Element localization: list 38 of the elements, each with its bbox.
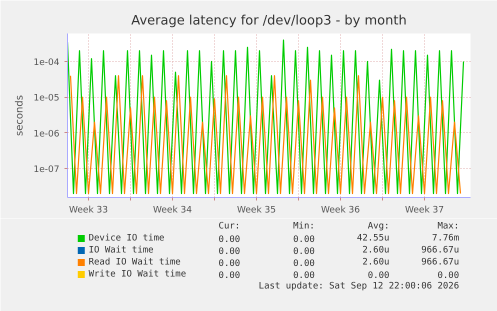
text: 42.55u	[356, 234, 390, 244]
x-tick-label: Week 35	[237, 206, 276, 216]
text: Avg:	[368, 222, 390, 232]
legend-label: Device IO time	[88, 234, 164, 244]
text: 0.00	[368, 271, 390, 281]
text: 0.00	[293, 259, 315, 269]
text: 0.00	[437, 271, 460, 281]
legend-label: Read IO Wait time	[88, 258, 181, 268]
y-axis-title: seconds	[14, 95, 26, 136]
text: Max:	[437, 222, 460, 232]
y-tick-label: 1e-07	[34, 165, 60, 176]
text: 0.00	[218, 247, 240, 257]
text: 0.00	[293, 235, 315, 245]
text: 0.00	[293, 247, 315, 257]
text: 0.00	[293, 271, 315, 281]
x-tick-label: Week 33	[69, 206, 108, 216]
chart-title: Average latency for /dev/loop3 - by month	[131, 14, 407, 28]
legend-label: Write IO Wait time	[88, 270, 186, 280]
text: 966.67u	[421, 246, 460, 256]
text: Cur:	[218, 222, 240, 232]
text: 0.00	[218, 259, 240, 269]
text: 0.00	[218, 271, 240, 281]
line-series	[70, 75, 462, 194]
text: 2.60u	[362, 246, 390, 256]
y-tick-label: 1e-06	[34, 129, 60, 140]
legend-label: IO Wait time	[88, 246, 154, 256]
text: 2.60u	[362, 258, 390, 268]
text: 0.00	[218, 235, 240, 245]
text: 7.76m	[432, 234, 460, 244]
text: Min:	[293, 222, 315, 232]
x-tick-label: Week 34	[153, 206, 192, 216]
x-tick-label: Week 37	[405, 206, 444, 216]
y-tick-label: 1e-05	[34, 94, 60, 104]
y-tick-label: 1e-04	[34, 58, 60, 68]
x-tick-label: Week 36	[321, 206, 360, 216]
text: 966.67u	[421, 258, 460, 268]
line-series	[68, 39, 464, 194]
text: Last update: Sat Sep 12 22:00:06 2026	[258, 282, 460, 292]
